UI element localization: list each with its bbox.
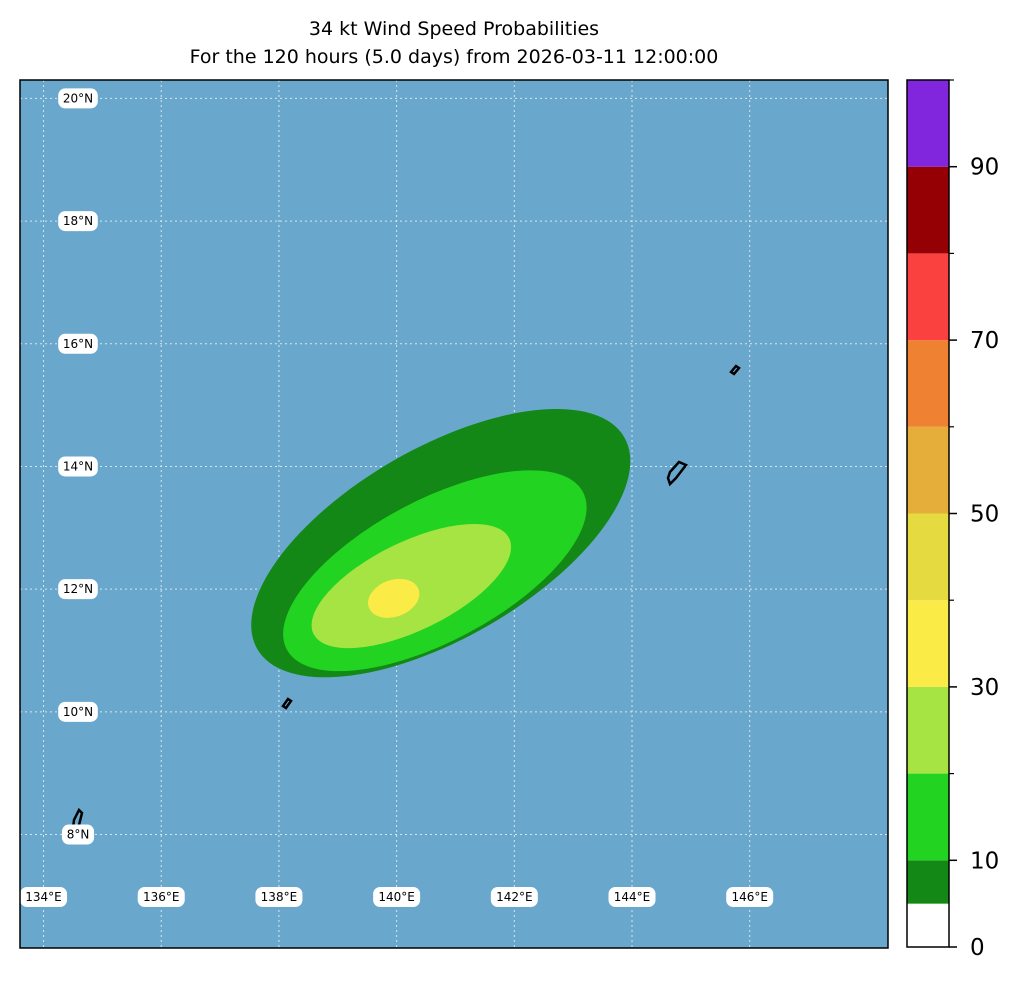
label-box (608, 887, 656, 907)
label-text: 20°N (63, 91, 93, 105)
colorbar-bin-80-90 (907, 166, 949, 254)
lon-label-134: 134°E (20, 887, 68, 907)
label-box (137, 887, 185, 907)
colorbar-bin-60-70 (907, 340, 949, 427)
island-ngulu (281, 697, 293, 710)
lat-label-14: 14°N (58, 456, 98, 477)
label-text: 142°E (496, 890, 533, 904)
label-text: 134°E (25, 890, 62, 904)
label-text: 136°E (143, 890, 180, 904)
lon-label-142: 142°E (490, 887, 538, 907)
chart-title: 34 kt Wind Speed Probabilities (308, 18, 600, 40)
label-box (58, 456, 98, 477)
colorbar-bin-10-20 (907, 773, 949, 861)
colorbar-bin-40-50 (907, 513, 949, 601)
island-saipan (729, 364, 741, 376)
lat-label-12: 12°N (58, 579, 98, 600)
label-text: 144°E (614, 890, 651, 904)
colorbar-bin-70-80 (907, 253, 949, 341)
label-box (58, 211, 98, 232)
label-box (726, 887, 774, 907)
lat-label-16: 16°N (58, 333, 98, 354)
colorbar-tick-label: 50 (970, 502, 999, 528)
islands (71, 364, 741, 832)
label-text: 12°N (63, 582, 93, 596)
lat-label-18: 18°N (58, 211, 98, 232)
lat-label-20: 20°N (58, 88, 98, 109)
label-text: 138°E (261, 890, 298, 904)
lat-label-10: 10°N (58, 701, 98, 722)
colorbar-bin-0-5 (907, 903, 949, 947)
colorbar-bin-90-100 (907, 80, 949, 167)
label-box (255, 887, 303, 907)
colorbar-bin-30-40 (907, 600, 949, 687)
lon-label-146: 146°E (726, 887, 774, 907)
colorbar-ticks: 0 10 30 50 70 90 (949, 79, 999, 961)
coordinate-labels: 20°N 18°N 16°N 14°N 12°N 10°N 8°N 134°E 136°E 138… (20, 88, 774, 907)
label-text: 14°N (63, 459, 93, 473)
colorbar-bin-20-30 (907, 686, 949, 774)
probability-regions (251, 408, 631, 678)
label-box (58, 88, 98, 109)
label-text: 146°E (731, 890, 768, 904)
colorbar-tick-label: 0 (970, 935, 985, 961)
probability-region-30-40pct (368, 578, 420, 618)
colorbar-tick-label: 30 (970, 675, 999, 701)
label-text: 8°N (67, 828, 90, 842)
label-text: 18°N (63, 214, 93, 228)
lon-label-138: 138°E (255, 887, 303, 907)
label-text: 10°N (63, 705, 93, 719)
map-frame (19, 79, 889, 949)
chart-subtitle: For the 120 hours (5.0 days) from 2026-0… (189, 46, 719, 68)
label-box (20, 887, 68, 907)
label-box (58, 579, 98, 600)
label-text: 140°E (378, 890, 415, 904)
colorbar-tick-label: 70 (970, 328, 999, 354)
lat-label-8: 8°N (61, 824, 95, 845)
lon-label-144: 144°E (608, 887, 656, 907)
colorbar-bin-5-10 (907, 860, 949, 904)
label-box (61, 824, 95, 845)
colorbar-bins (907, 80, 949, 947)
label-box (373, 887, 421, 907)
island-guam (666, 460, 688, 487)
lon-label-136: 136°E (137, 887, 185, 907)
lon-label-140: 140°E (373, 887, 421, 907)
label-box (490, 887, 538, 907)
label-box (58, 333, 98, 354)
colorbar-tick-label: 90 (970, 155, 999, 181)
label-box (58, 701, 98, 722)
label-text: 16°N (63, 337, 93, 351)
colorbar-bin-50-60 (907, 426, 949, 514)
colorbar-tick-label: 10 (970, 848, 999, 874)
